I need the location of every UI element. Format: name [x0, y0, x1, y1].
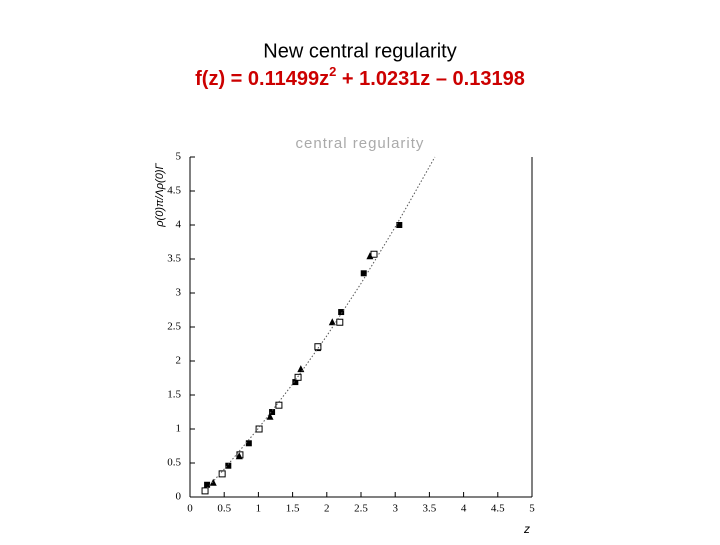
y-tick-label: 0 [176, 491, 182, 503]
y-tick-label: 1.5 [167, 389, 181, 401]
formula: f(z) = 0.11499z2 + 1.0231z – 0.13198 [195, 64, 525, 90]
y-tick-label: 0.5 [167, 457, 181, 469]
x-tick-label: 1 [256, 503, 262, 515]
x-tick-label: 2 [324, 503, 330, 515]
point [338, 309, 345, 316]
x-tick-label: 4 [461, 503, 467, 515]
y-tick-label: 4.5 [167, 185, 181, 197]
point [275, 401, 283, 409]
y-tick-label: 2.5 [167, 321, 181, 333]
y-tick-label: 4 [176, 219, 182, 231]
point [294, 373, 302, 381]
chart-title: central regularity [296, 135, 425, 152]
y-tick-label: 5 [176, 151, 182, 163]
point [201, 487, 209, 495]
y-tick-label: 3 [176, 287, 182, 299]
x-tick-label: 4.5 [491, 503, 505, 515]
formula-suffix: + 1.0231z – 0.13198 [336, 68, 525, 90]
point [297, 365, 305, 373]
point [209, 478, 217, 486]
point [314, 343, 322, 351]
point [292, 379, 299, 386]
point [328, 318, 336, 326]
y-tick-label: 2 [176, 355, 182, 367]
fit-curve [206, 156, 436, 489]
y-tick-label: 3.5 [167, 253, 181, 265]
x-tick-label: 2.5 [354, 503, 368, 515]
x-tick-label: 1.5 [286, 503, 300, 515]
point [336, 318, 344, 326]
y-axis-label: ρ(0)π/Λρ(0)Γ [154, 163, 166, 228]
point [218, 470, 226, 478]
formula-prefix: f(z) = 0.11499z [195, 68, 329, 90]
x-axis-label: z [523, 522, 530, 536]
point [255, 425, 263, 433]
point [366, 252, 374, 260]
point [360, 270, 367, 277]
point [370, 250, 378, 258]
y-tick-label: 1 [176, 423, 182, 435]
point [245, 440, 252, 447]
point [266, 412, 274, 420]
x-tick-label: 3 [392, 503, 398, 515]
point [396, 222, 403, 228]
point [225, 462, 232, 469]
x-tick-label: 0.5 [217, 503, 231, 515]
slide-title: New central regularity [263, 40, 456, 62]
point [269, 409, 276, 415]
point [204, 481, 211, 488]
formula-superscript: 2 [329, 64, 336, 79]
x-tick-label: 3.5 [423, 503, 437, 515]
x-tick-label: 0 [187, 503, 193, 515]
x-tick-label: 5 [529, 503, 535, 515]
point [235, 452, 243, 460]
